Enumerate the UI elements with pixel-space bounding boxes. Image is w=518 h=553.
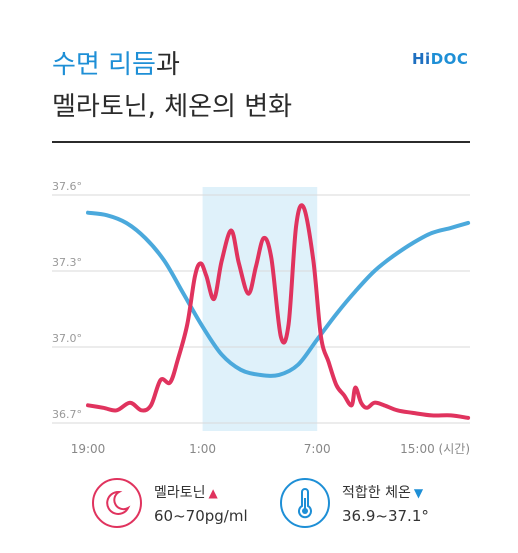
title-accent: 수면 리듬 xyxy=(52,50,156,80)
hidoc-logo: HiDOC xyxy=(412,50,468,68)
title-rest: 과 xyxy=(155,50,180,80)
legend-temperature-text: 적합한 체온 ▼ 36.9~37.1° xyxy=(342,484,429,527)
thermometer-icon xyxy=(280,478,330,528)
melatonin-line xyxy=(86,203,471,420)
y-tick-label: 37.3° xyxy=(52,256,82,269)
sleep-band xyxy=(202,187,318,431)
legend-melatonin-name: 멜라토닌 xyxy=(154,485,206,501)
y-tick-label: 37.6° xyxy=(52,180,82,193)
legend-melatonin-title: 멜라토닌 ▲ xyxy=(154,484,248,502)
title-block: 수면 리듬과 멜라토닌, 체온의 변화 xyxy=(52,44,292,128)
moon-icon xyxy=(92,478,142,528)
temperature-line xyxy=(86,210,471,378)
y-tick-label: 36.7° xyxy=(52,408,82,421)
chart: 37.6° 37.3° 37.0° 36.7° 19:00 1:00 7:00 15:00 (… xyxy=(52,180,471,456)
legend-melatonin-range: 60~70pg/ml xyxy=(154,507,248,525)
x-tick-label: 15:00 (시간) xyxy=(400,442,470,456)
logo-doc: DOC xyxy=(430,50,469,68)
title-line-1: 수면 리듬과 xyxy=(52,44,292,86)
down-arrow-icon: ▼ xyxy=(413,486,424,500)
legend-temperature-name: 적합한 체온 xyxy=(342,485,411,501)
legend-melatonin-text: 멜라토닌 ▲ 60~70pg/ml xyxy=(154,484,248,527)
x-tick-label: 19:00 xyxy=(71,442,106,456)
legend-temperature-range: 36.9~37.1° xyxy=(342,507,429,525)
legend-temperature-title: 적합한 체온 ▼ xyxy=(342,484,429,502)
x-tick-label: 1:00 xyxy=(189,442,216,456)
x-tick-label: 7:00 xyxy=(304,442,331,456)
y-tick-label: 37.0° xyxy=(52,332,82,345)
up-arrow-icon: ▲ xyxy=(208,486,218,500)
title-line-2: 멜라토닌, 체온의 변화 xyxy=(52,92,293,122)
title-divider xyxy=(52,141,470,143)
logo-hi: Hi xyxy=(412,50,431,68)
